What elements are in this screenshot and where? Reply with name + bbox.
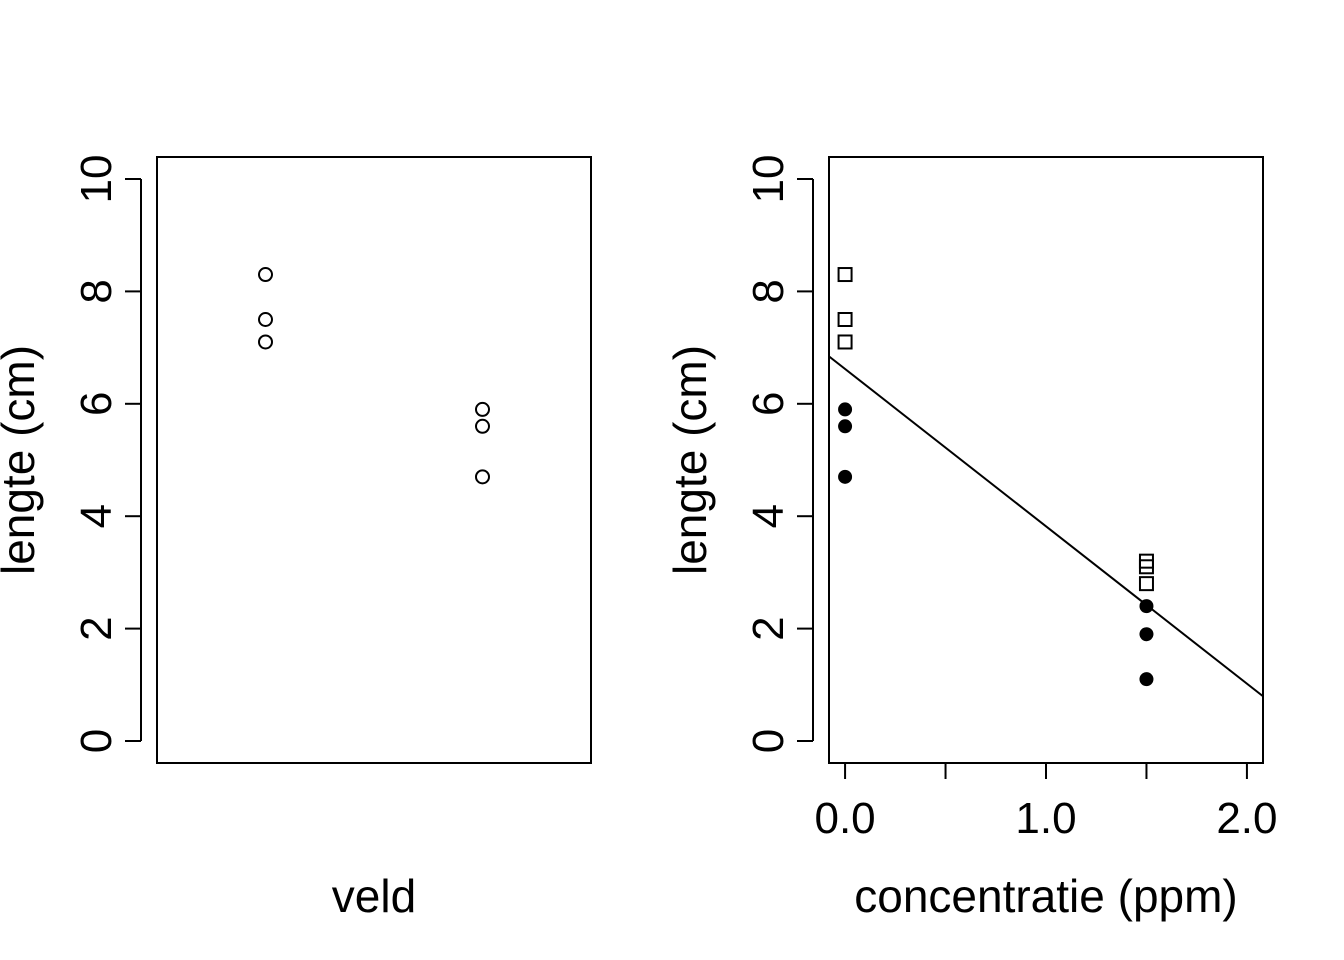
y-tick-label-10: 10 [744,155,793,204]
panel-veld: 0 2 4 6 8 10 veld lengte (cm) [0,155,592,922]
points-veld [258,267,490,485]
y-tick-label-8: 8 [72,279,121,303]
y-tick-label-0: 0 [72,729,121,753]
y-tick-label-6: 6 [744,392,793,416]
x-tick-label-1.0: 1.0 [1015,794,1076,843]
y-tick-label-6: 6 [72,392,121,416]
data-point [1139,599,1154,614]
panel-concentratie: 0 2 4 6 8 10 0.0 1.0 2.0 concentratie (ppm) len… [664,155,1278,922]
data-point [838,402,853,417]
data-point [475,469,490,485]
data-point [258,312,273,327]
data-point [1138,576,1154,592]
y-tick-label-4: 4 [72,504,121,528]
regression-line-group [828,355,1264,698]
y-tick-label-8: 8 [744,279,793,303]
data-point [258,267,273,283]
x-axis-right: 0.0 1.0 2.0 [814,762,1278,843]
data-point [838,419,853,434]
data-point [475,401,490,417]
regression-line [828,355,1264,698]
data-point [1139,672,1154,687]
x-axis-title-right: concentratie (ppm) [854,870,1238,922]
y-axis-right: 0 2 4 6 8 10 [744,155,814,753]
data-point [837,267,853,283]
data-point [837,312,853,327]
y-tick-label-4: 4 [744,504,793,528]
data-point [475,418,490,434]
x-tick-label-2.0: 2.0 [1216,794,1277,843]
y-axis-title-left: lengte (cm) [0,345,44,575]
y-tick-label-2: 2 [744,616,793,640]
y-tick-label-2: 2 [72,616,121,640]
x-tick-label-0.0: 0.0 [814,794,875,843]
plot-frame-left [156,156,592,764]
y-tick-label-10: 10 [72,155,121,204]
x-axis-title-left: veld [332,870,416,922]
data-point [838,469,853,484]
y-axis-title-right: lengte (cm) [664,345,716,575]
data-point [1139,627,1154,642]
y-axis-left: 0 2 4 6 8 10 [72,155,142,753]
data-point [837,334,853,350]
data-point [258,334,273,350]
y-tick-label-0: 0 [744,729,793,753]
plot-frame-right [828,156,1264,764]
data-point [1138,559,1154,575]
points-concentratie [837,267,1154,687]
